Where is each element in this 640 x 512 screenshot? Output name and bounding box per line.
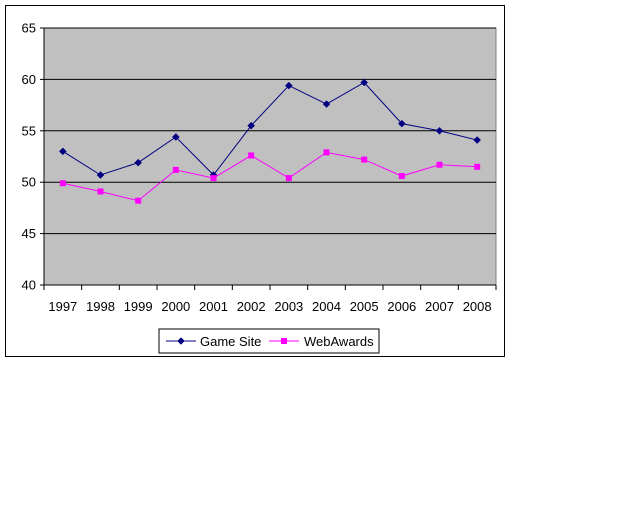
axes xyxy=(40,27,497,290)
series-line-webawards xyxy=(62,151,478,202)
x-tick-label: 2005 xyxy=(350,299,379,314)
y-tick-label: 65 xyxy=(22,21,36,36)
data-point-game-site xyxy=(247,121,256,130)
data-point-game-site xyxy=(397,119,406,128)
data-point-game-site xyxy=(435,126,444,135)
data-point-webawards xyxy=(135,197,142,204)
data-point-game-site xyxy=(58,147,67,156)
x-tick-label: 2000 xyxy=(161,299,190,314)
x-tick-label: 1998 xyxy=(86,299,115,314)
data-point-webawards xyxy=(59,180,66,187)
legend-label-webawards: WebAwards xyxy=(304,334,374,349)
y-tick-label: 40 xyxy=(22,278,36,293)
data-point-webawards xyxy=(474,163,481,170)
plot-area xyxy=(43,27,497,286)
data-point-game-site xyxy=(473,136,482,144)
y-tick-label: 50 xyxy=(22,175,36,190)
series-lines xyxy=(58,78,482,204)
data-point-webawards xyxy=(285,175,292,182)
data-point-game-site xyxy=(96,171,105,179)
x-tick-label: 2002 xyxy=(237,299,266,314)
grid-lines xyxy=(44,27,496,235)
data-point-webawards xyxy=(361,156,368,163)
data-point-webawards xyxy=(172,166,179,173)
legend: Game Site WebAwards xyxy=(158,328,380,354)
x-tick-label: 2008 xyxy=(463,299,492,314)
line-chart: 40 45 50 55 60 65 1997 1998 1999 2000 2001 2002 200… xyxy=(22,21,497,354)
data-point-webawards xyxy=(248,152,255,159)
data-point-webawards xyxy=(323,149,330,156)
data-point-webawards xyxy=(398,173,405,180)
data-point-game-site xyxy=(134,158,143,167)
series-line-game-site xyxy=(62,81,478,176)
x-tick-label: 2004 xyxy=(312,299,341,314)
data-point-game-site xyxy=(322,100,331,108)
x-axis-tick-labels: 1997 1998 1999 2000 2001 2002 2003 2004 2005 2006… xyxy=(48,299,491,314)
data-point-webawards xyxy=(436,161,443,168)
y-tick-label: 55 xyxy=(22,123,36,138)
legend-marker-webawards xyxy=(281,338,287,344)
data-point-game-site xyxy=(284,81,293,90)
data-point-webawards xyxy=(97,188,104,195)
data-point-game-site xyxy=(171,133,180,141)
x-tick-label: 2001 xyxy=(199,299,228,314)
legend-marker-game-site xyxy=(177,337,185,345)
x-tick-label: 1997 xyxy=(48,299,77,314)
y-tick-label: 60 xyxy=(22,72,36,87)
data-point-game-site xyxy=(360,78,369,87)
x-tick-label: 1999 xyxy=(124,299,153,314)
chart-frame: 40 45 50 55 60 65 1997 1998 1999 2000 2001 2002 200… xyxy=(5,5,505,357)
x-tick-label: 2006 xyxy=(387,299,416,314)
x-tick-label: 2007 xyxy=(425,299,454,314)
x-tick-label: 2003 xyxy=(274,299,303,314)
data-point-webawards xyxy=(210,175,217,182)
y-axis-tick-labels: 40 45 50 55 60 65 xyxy=(22,21,36,293)
y-tick-label: 45 xyxy=(22,226,36,241)
legend-label-game-site: Game Site xyxy=(200,334,261,349)
